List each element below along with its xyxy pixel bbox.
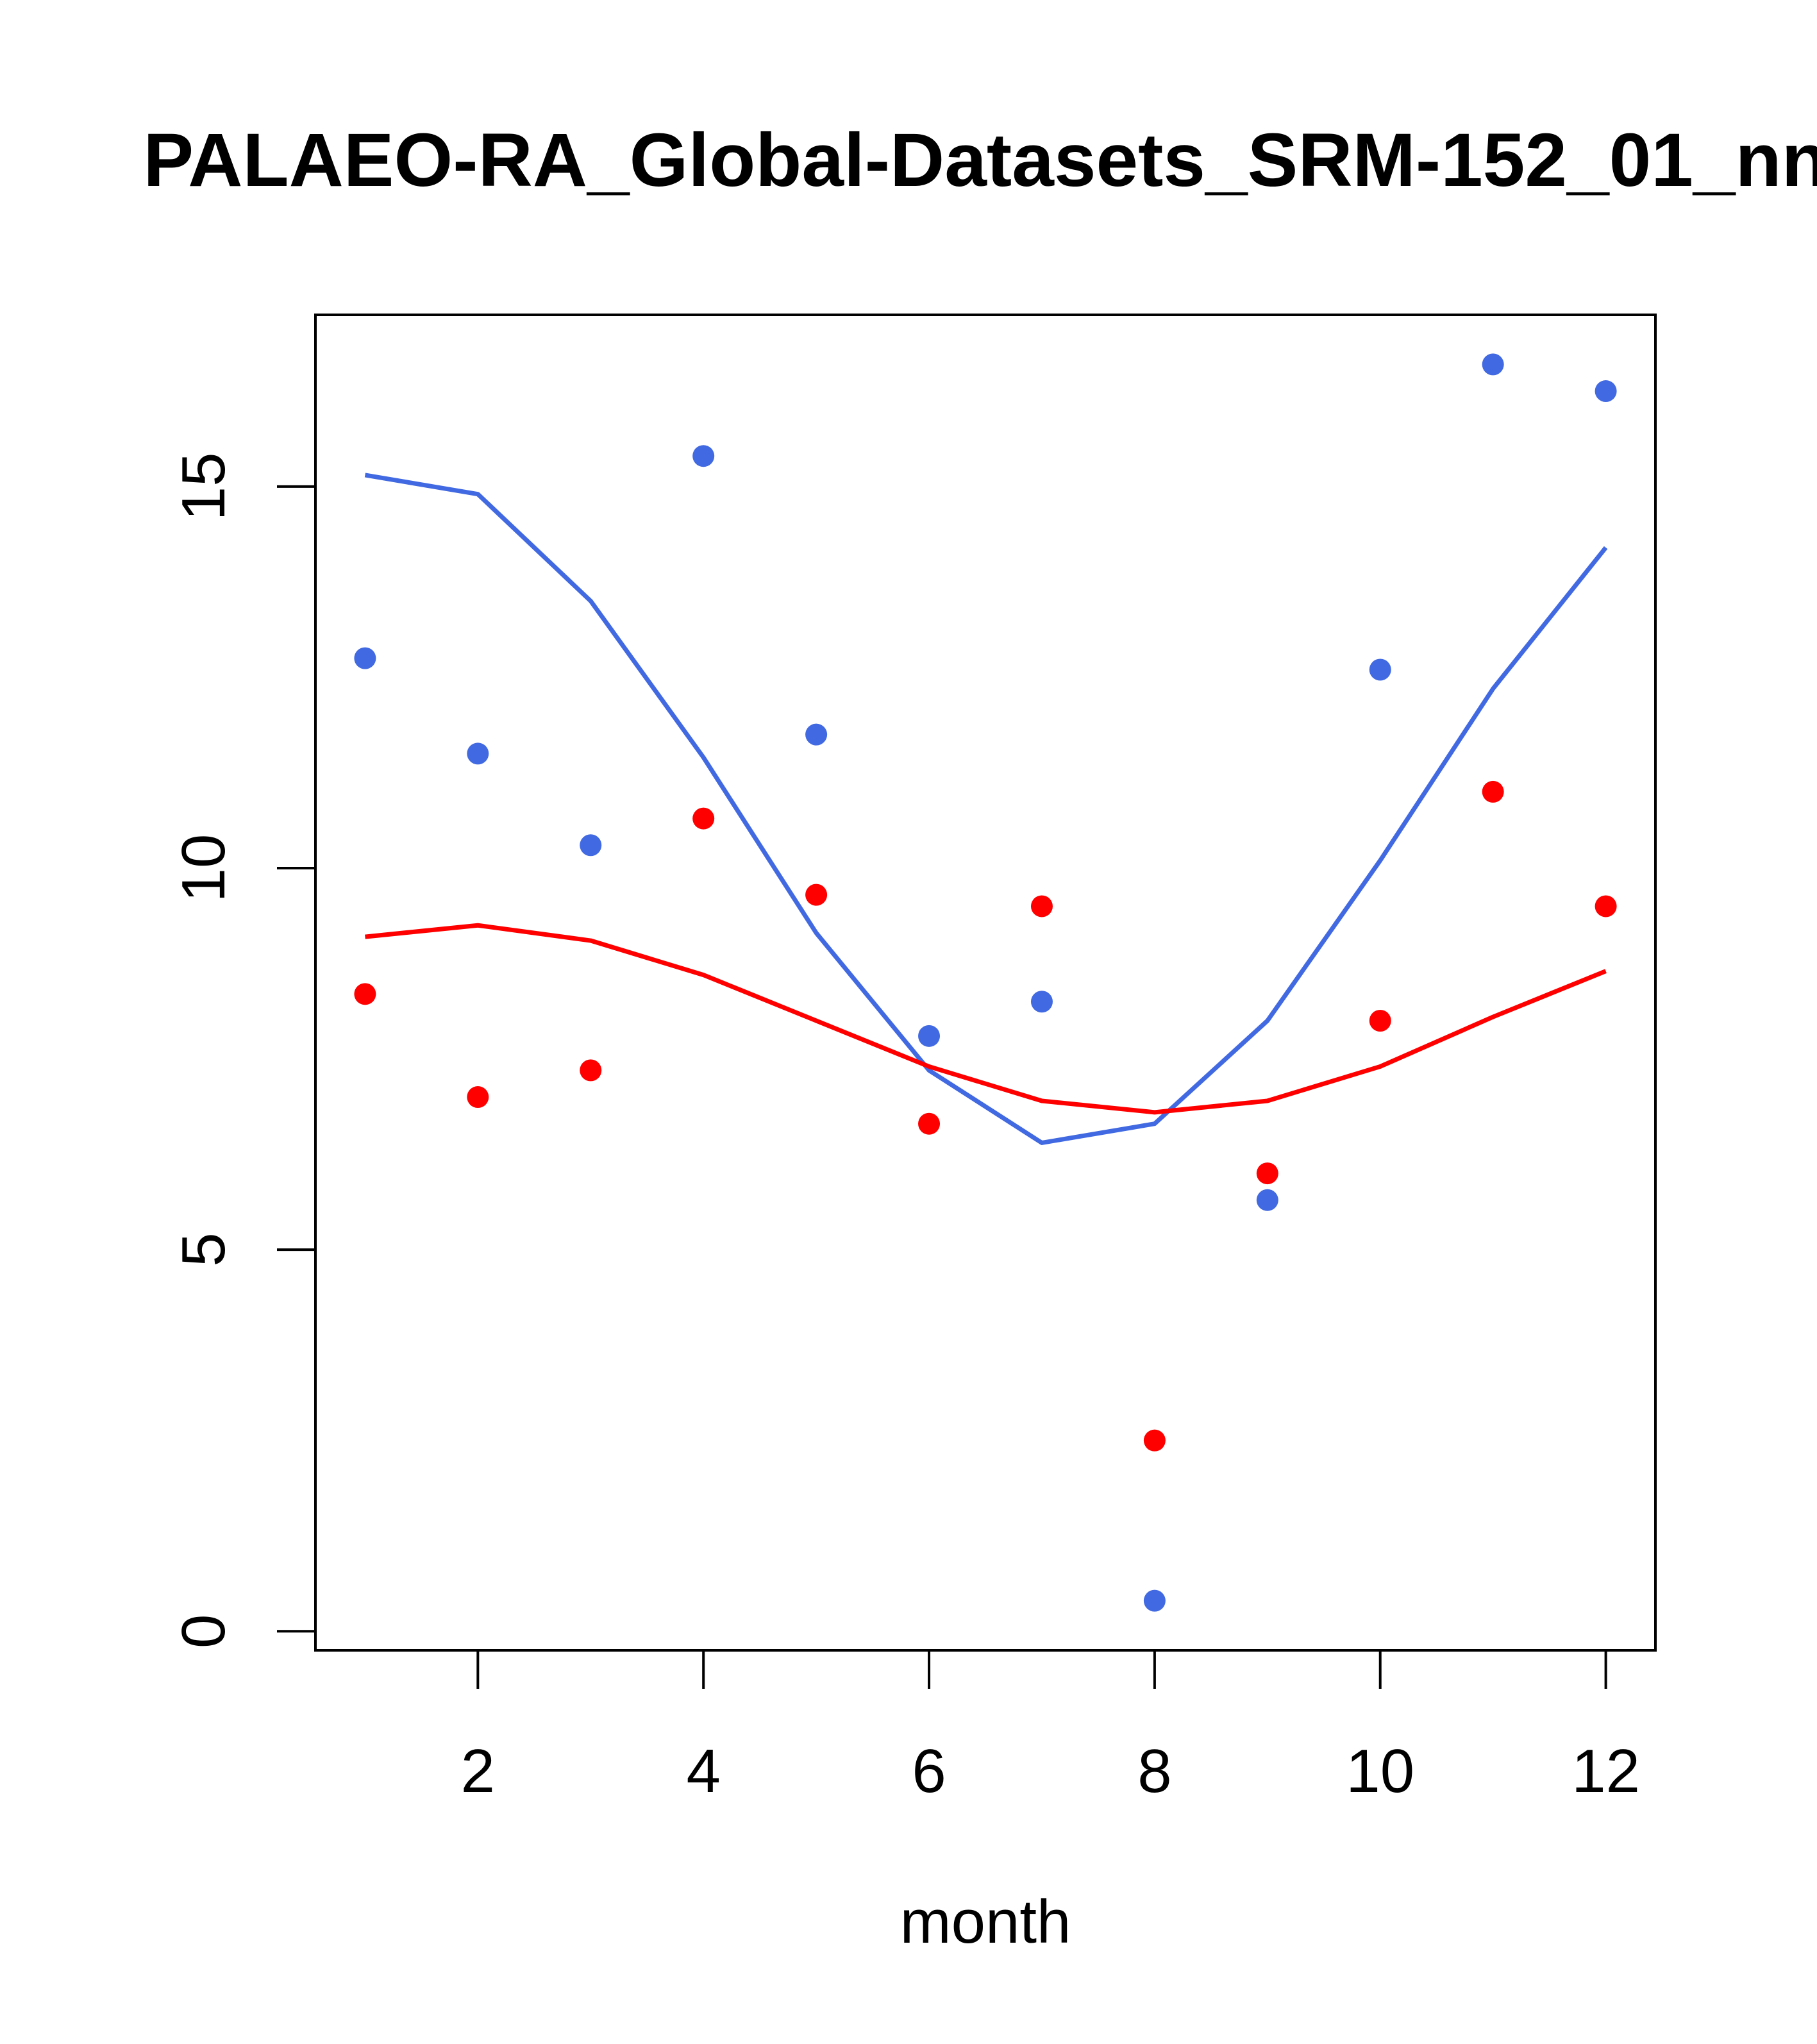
data-point: [1030, 895, 1053, 917]
data-point: [580, 834, 602, 857]
y-tick-label: 15: [169, 452, 238, 521]
x-axis-label: month: [900, 1888, 1071, 1956]
data-point: [467, 742, 489, 765]
data-point: [1482, 353, 1504, 376]
data-point: [1256, 1162, 1278, 1185]
data-point: [580, 1059, 602, 1082]
data-point: [1369, 1010, 1391, 1032]
data-point: [1595, 380, 1617, 403]
plot-frame: [314, 314, 1657, 1652]
data-point: [1143, 1589, 1166, 1612]
data-point: [467, 1086, 489, 1109]
x-axis: 2 4 6 8 10 12: [461, 1649, 1640, 1805]
data-point: [1369, 658, 1391, 681]
series-line-3: [365, 923, 1607, 1115]
data-point: [1030, 991, 1053, 1013]
x-tick-label: 12: [1571, 1737, 1640, 1805]
y-tick-label: 5: [169, 1232, 238, 1266]
chart-title: PALAEO-RA_Global-Datasets_SRM-152_01_nn: [143, 118, 1817, 203]
x-tick-label: 8: [1137, 1737, 1171, 1805]
data-point: [805, 884, 828, 906]
x-tick-label: 2: [461, 1737, 495, 1805]
series-line-2: [364, 473, 1608, 1145]
data-point: [1256, 1189, 1278, 1211]
y-axis: 0 5 10 15: [169, 452, 317, 1648]
data-point: [692, 445, 715, 467]
x-tick-label: 4: [686, 1737, 720, 1805]
data-point: [692, 807, 715, 830]
data-point: [918, 1025, 941, 1047]
data-point: [1482, 780, 1504, 803]
y-tick-label: 0: [169, 1614, 238, 1648]
data-point: [354, 983, 376, 1005]
x-tick-label: 6: [912, 1737, 946, 1805]
series-layer: [354, 353, 1617, 1612]
data-point: [1595, 895, 1617, 917]
data-point: [805, 723, 828, 746]
data-point: [918, 1112, 941, 1135]
y-tick-label: 10: [169, 834, 238, 903]
x-tick-label: 10: [1346, 1737, 1414, 1805]
data-point: [354, 647, 376, 669]
data-point: [1143, 1429, 1166, 1452]
